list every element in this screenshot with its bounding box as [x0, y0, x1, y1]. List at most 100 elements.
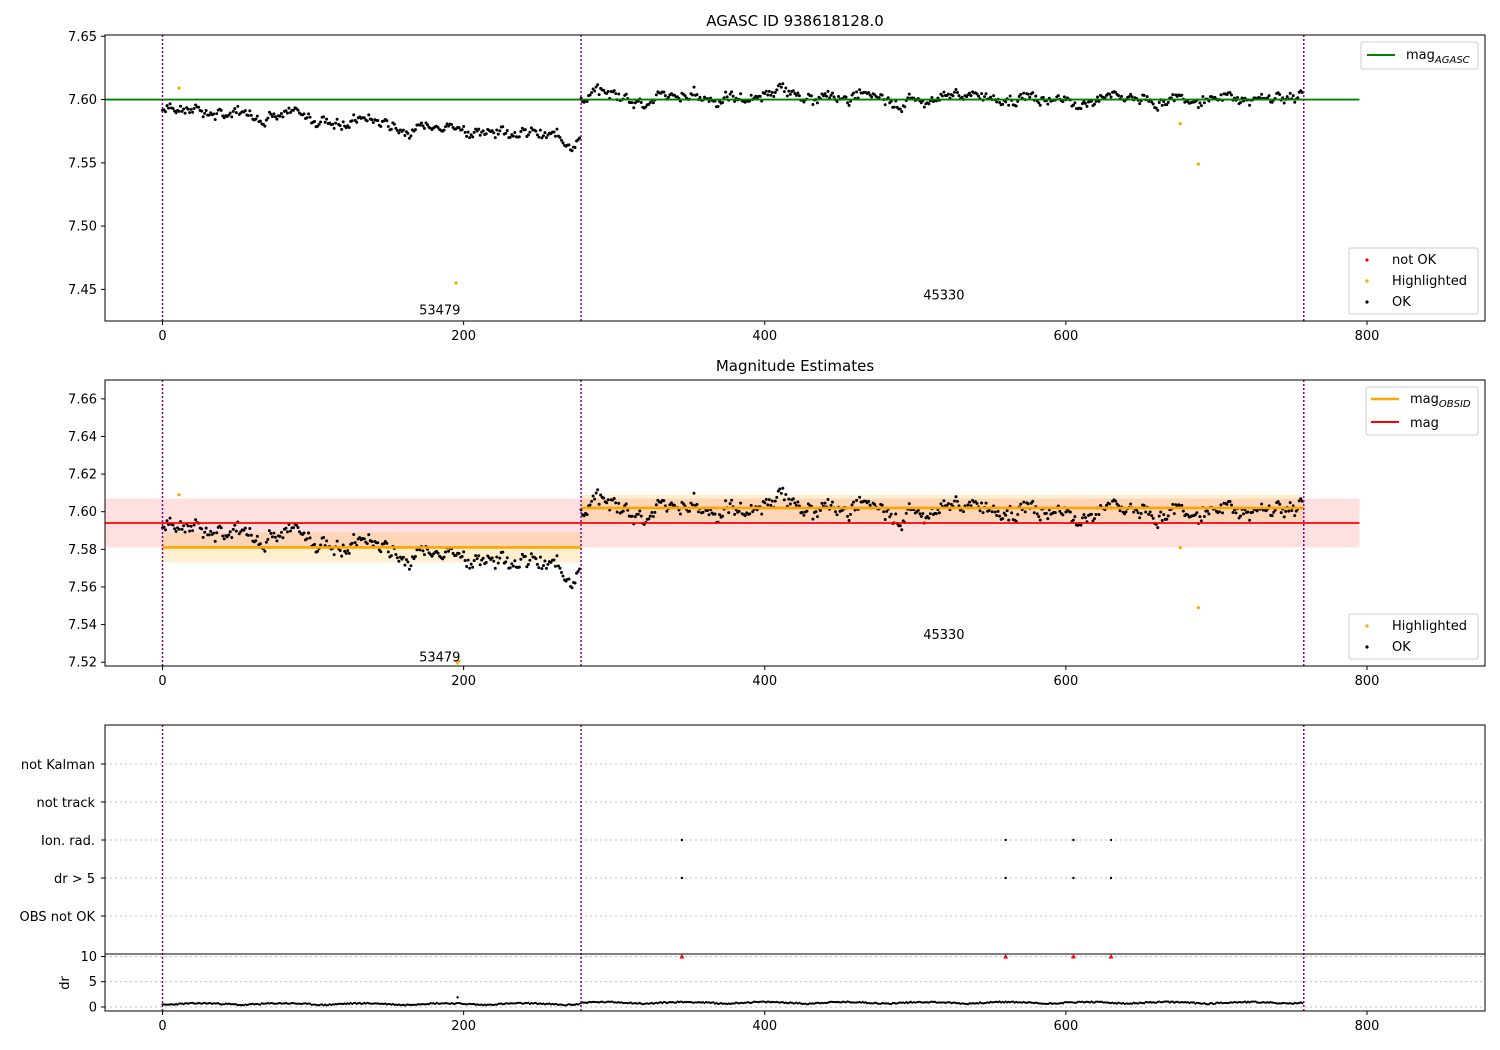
estimates-ok-point	[430, 554, 434, 558]
estimates-ok-point	[800, 510, 804, 514]
agasc-ok-point	[504, 131, 508, 135]
estimates-ok-point	[284, 526, 288, 530]
agasc-ok-point	[602, 88, 606, 92]
estimates-ok-point	[1255, 509, 1259, 513]
flag-label-not-track: not track	[36, 796, 95, 811]
agasc-ok-point	[617, 92, 621, 96]
estimates-ok-point	[850, 503, 854, 507]
estimates-ok-point	[1129, 502, 1133, 506]
agasc-ok-point	[585, 99, 589, 103]
estimates-ok-point	[258, 542, 262, 546]
estimates-ok-point	[269, 531, 273, 535]
estimates-ok-point	[183, 530, 187, 534]
estimates-ok-point	[1166, 514, 1170, 518]
agasc-legend-not-ok: not OK	[1392, 253, 1437, 268]
agasc-ok-point	[490, 129, 494, 133]
estimates-ok-point	[519, 557, 523, 561]
estimates-ok-point	[665, 509, 669, 513]
estimates-ok-point	[346, 549, 350, 553]
agasc-ok-point	[1282, 101, 1286, 105]
agasc-panel-title: AGASC ID 938618128.0	[706, 12, 884, 30]
estimates-xtick-label-800: 800	[1355, 674, 1380, 689]
agasc-ok-point	[663, 94, 667, 98]
agasc-ok-point	[648, 100, 652, 104]
estimates-ok-point	[492, 559, 496, 563]
agasc-ok-point	[815, 101, 819, 105]
agasc-highlighted-point	[177, 86, 181, 90]
agasc-ok-point	[325, 117, 329, 121]
estimates-ok-point	[713, 512, 717, 516]
estimates-ok-point	[1162, 513, 1166, 517]
agasc-xtick-label-800: 800	[1355, 329, 1380, 344]
estimates-ok-point	[591, 494, 595, 498]
estimates-ok-point	[730, 498, 734, 502]
estimates-legend-mag-label: mag	[1410, 416, 1439, 431]
agasc-ok-point	[903, 105, 907, 109]
estimates-ok-point	[1282, 515, 1286, 519]
estimates-ok-point	[678, 512, 682, 516]
agasc-ok-point	[1270, 100, 1274, 104]
estimates-ok-point	[900, 528, 904, 532]
agasc-ok-point	[478, 133, 482, 137]
estimates-ok-point	[1002, 511, 1006, 515]
estimates-ok-point	[1291, 504, 1295, 508]
agasc-ok-point	[1260, 92, 1264, 96]
estimates-ok-point	[1293, 514, 1297, 518]
estimates-ok-point	[1010, 511, 1014, 515]
agasc-ok-point	[291, 108, 295, 112]
agasc-ok-point	[591, 87, 595, 91]
estimates-ok-point	[534, 557, 538, 561]
agasc-ok-point	[733, 99, 737, 103]
estimates-ok-point	[1123, 512, 1127, 516]
estimates-ok-point	[751, 510, 755, 514]
agasc-ok-point	[192, 106, 196, 110]
estimates-ok-point	[898, 524, 902, 528]
agasc-ytick-label-7.55: 7.55	[68, 156, 97, 171]
agasc-ok-point	[534, 129, 538, 133]
estimates-ok-point	[614, 501, 618, 505]
agasc-ok-point	[707, 100, 711, 104]
estimates-ok-point	[222, 537, 226, 541]
estimates-ok-point	[1019, 502, 1023, 506]
agasc-ok-point	[425, 123, 429, 127]
agasc-ok-point	[588, 93, 592, 97]
dr-point	[1066, 1001, 1069, 1004]
estimates-ok-point	[1092, 517, 1096, 521]
estimates-ok-point	[907, 502, 911, 506]
agasc-ok-point	[305, 116, 309, 120]
agasc-ok-point	[177, 109, 181, 113]
agasc-ok-point	[508, 135, 512, 139]
agasc-ok-point	[889, 99, 893, 103]
estimates-ok-point	[523, 554, 527, 558]
agasc-ok-point	[213, 117, 217, 121]
agasc-ok-point	[870, 95, 874, 99]
agasc-ok-point	[1089, 99, 1093, 103]
agasc-ok-point	[977, 94, 981, 98]
agasc-legend-highlighted: Highlighted	[1392, 274, 1467, 289]
estimates-ok-point	[316, 549, 320, 553]
estimates-ok-point	[1207, 512, 1211, 516]
agasc-ok-point	[1022, 91, 1026, 95]
estimates-ok-point	[344, 551, 348, 555]
estimates-ok-point	[307, 531, 311, 535]
agasc-ok-point	[898, 107, 902, 111]
flag-label-ion-rad: Ion. rad.	[41, 834, 95, 849]
estimates-ok-point	[508, 566, 512, 570]
estimates-ok-point	[706, 508, 710, 512]
agasc-ok-point	[1127, 95, 1131, 99]
estimates-ok-point	[1016, 512, 1020, 516]
agasc-ok-point	[285, 111, 289, 115]
agasc-ok-point	[227, 113, 231, 117]
agasc-ok-point	[379, 124, 383, 128]
estimates-ok-point	[779, 491, 783, 495]
dr-ytick-label-10: 10	[80, 950, 97, 965]
agasc-ok-point	[1031, 91, 1035, 95]
estimates-ok-point	[215, 531, 219, 535]
estimates-ok-point	[648, 514, 652, 518]
estimates-ok-point	[626, 508, 630, 512]
estimates-ok-point	[335, 539, 339, 543]
agasc-ok-point	[469, 133, 473, 137]
estimates-ok-point	[1105, 503, 1109, 507]
agasc-ok-point	[975, 92, 979, 96]
estimates-ok-point	[447, 549, 451, 553]
